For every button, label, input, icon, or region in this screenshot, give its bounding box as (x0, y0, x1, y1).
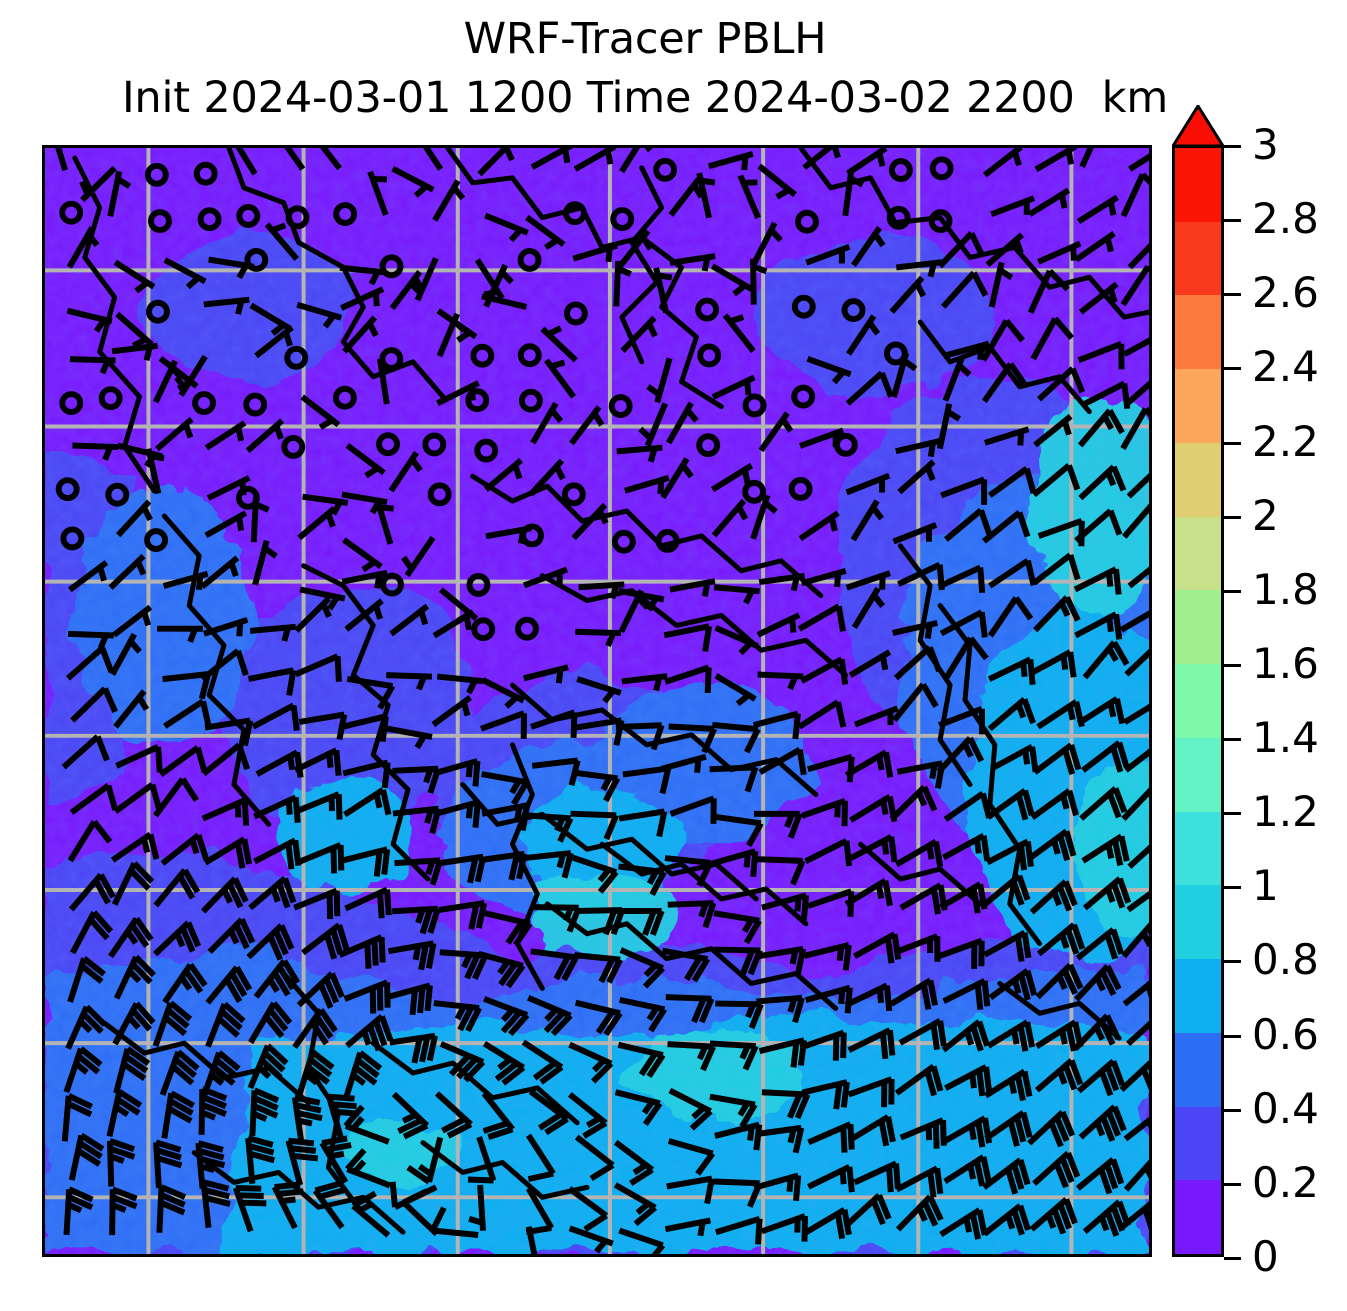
colorbar-ticklabel-2: 2 (1252, 490, 1279, 540)
title-timestamp: Init 2024-03-01 1200 Time 2024-03-02 220… (121, 73, 1075, 124)
colorbar-tick-0.2 (1224, 1182, 1241, 1186)
colorbar-tick-0.6 (1224, 1034, 1241, 1038)
colorbar-tick-2.6 (1224, 293, 1241, 297)
colorbar-ticklabel-1.4: 1.4 (1252, 713, 1319, 763)
colorbar-tick-3 (1224, 145, 1241, 148)
title-line-primary: WRF-Tracer PBLH (463, 14, 827, 64)
map-plot-area[interactable] (42, 145, 1152, 1257)
colorbar-ticklabel-2.2: 2.2 (1252, 416, 1319, 466)
colorbar[interactable]: 0 0.2 0.4 0.6 0.8 1 1.2 1.4 1.6 1.8 2 2.2 2.4 2.6 2.8 3 (1172, 105, 1319, 1278)
colorbar-ticklabel-0: 0 (1252, 1232, 1279, 1281)
colorbar-band-2 (1175, 1032, 1221, 1107)
wind-barb-layer (55, 148, 1149, 1254)
colorbar-band-13 (1175, 221, 1221, 296)
colorbar-tick-1 (1224, 886, 1241, 890)
figure-title: WRF-Tracer PBLH Init 2024-03-01 1200 Tim… (0, 10, 1290, 129)
colorbar-tick-0 (1224, 1257, 1241, 1260)
colorbar-tick-2.4 (1224, 367, 1241, 371)
colorbar-ticklabel-1: 1 (1252, 861, 1279, 911)
colorbar-tick-axis: 0 0.2 0.4 0.6 0.8 1 1.2 1.4 1.6 1.8 2 2.2 2.4 2.6 2.8 3 (1224, 124, 1347, 1278)
colorbar-tick-0.4 (1224, 1108, 1241, 1112)
colorbar-band-6 (1175, 737, 1221, 812)
colorbar-band-7 (1175, 664, 1221, 738)
colorbar-band-5 (1175, 811, 1221, 886)
colorbar-ticklabel-1.6: 1.6 (1252, 638, 1319, 688)
colorbar-band-11 (1175, 369, 1221, 443)
colorbar-band-14 (1175, 147, 1221, 222)
colorbar-ticklabel-0.2: 0.2 (1252, 1157, 1319, 1207)
colorbar-ticklabel-2.4: 2.4 (1252, 342, 1319, 392)
colorbar-band-10 (1175, 442, 1221, 517)
colorbar-ticklabel-2.8: 2.8 (1252, 194, 1319, 244)
colorbar-tick-1.2 (1224, 812, 1241, 816)
colorbar-extend-max-arrow (1172, 105, 1224, 147)
colorbar-band-3 (1175, 959, 1221, 1033)
colorbar-ticklabel-0.6: 0.6 (1252, 1009, 1319, 1059)
colorbar-tick-1.8 (1224, 589, 1241, 593)
colorbar-band-9 (1175, 516, 1221, 591)
colorbar-gradient-bands (1172, 145, 1224, 1257)
colorbar-ticklabel-1.8: 1.8 (1252, 564, 1319, 614)
colorbar-band-1 (1175, 1106, 1221, 1181)
colorbar-band-12 (1175, 295, 1221, 370)
colorbar-ticklabel-3: 3 (1252, 120, 1279, 169)
colorbar-ticklabel-1.2: 1.2 (1252, 787, 1319, 837)
colorbar-band-0 (1175, 1180, 1221, 1254)
colorbar-ticklabel-0.4: 0.4 (1252, 1083, 1319, 1133)
colorbar-ticklabel-0.8: 0.8 (1252, 935, 1319, 985)
colorbar-tick-1.4 (1224, 738, 1241, 742)
title-units: km (1101, 73, 1169, 124)
title-line-secondary: Init 2024-03-01 1200 Time 2024-03-02 220… (0, 69, 1290, 128)
map-clip-region (45, 148, 1149, 1254)
colorbar-tick-2.2 (1224, 441, 1241, 445)
colorbar-band-8 (1175, 590, 1221, 665)
colorbar-band-4 (1175, 885, 1221, 960)
colorbar-tick-2 (1224, 515, 1241, 519)
colorbar-ticklabel-2.6: 2.6 (1252, 268, 1319, 318)
colorbar-tick-1.6 (1224, 663, 1241, 667)
colorbar-tick-0.8 (1224, 960, 1241, 964)
colorbar-tick-2.8 (1224, 219, 1241, 223)
